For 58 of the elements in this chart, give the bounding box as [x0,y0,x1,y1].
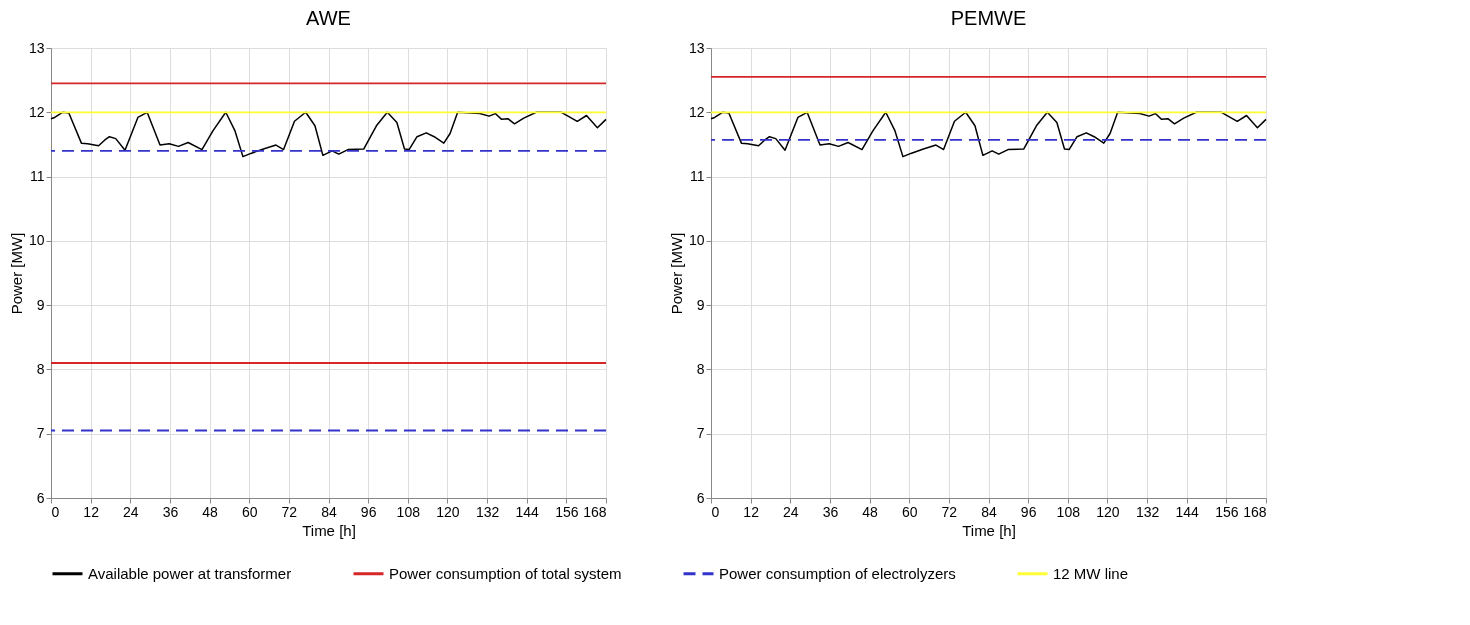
y-tick-label: 6 [36,489,45,506]
x-tick-label: 132 [475,503,500,520]
y-tick-label: 7 [696,425,705,442]
x-tick-label: 60 [901,503,918,520]
x-tick-label: 132 [1135,503,1160,520]
x-axis-title: Time [h] [302,521,356,539]
y-tick-label: 11 [689,168,705,185]
y-tick-label: 12 [28,103,45,120]
y-tick-label: 8 [696,360,705,377]
x-axis-title: Time [h] [962,521,1016,539]
x-tick-label: 0 [51,503,60,520]
x-tick-label: 48 [862,503,879,520]
x-tick-label: 12 [743,503,760,520]
x-tick-label: 156 [555,503,579,520]
x-tick-label: 12 [83,503,100,520]
x-tick-label: 36 [162,503,179,520]
x-tick-label: 84 [321,503,337,520]
x-tick-label: 168 [1243,503,1267,520]
legend-label: Power consumption of total system [389,564,622,582]
x-tick-label: 144 [1175,503,1200,520]
y-tick-label: 6 [696,489,705,506]
x-tick-label: 96 [360,503,377,520]
chart-title: AWE [306,7,351,29]
x-tick-label: 84 [981,503,997,520]
x-tick-label: 96 [1020,503,1037,520]
x-tick-label: 24 [783,503,799,520]
y-tick-label: 13 [28,39,45,56]
y-tick-label: 11 [29,168,45,185]
x-tick-label: 60 [241,503,258,520]
legend-label: 12 MW line [1053,564,1129,582]
y-tick-label: 8 [36,360,45,377]
x-tick-label: 72 [281,503,298,520]
x-tick-label: 0 [711,503,720,520]
y-axis-title: Power [MW] [667,232,685,315]
y-tick-label: 13 [688,39,705,56]
x-tick-label: 120 [436,503,460,520]
x-tick-label: 108 [396,503,421,520]
x-tick-label: 120 [1096,503,1120,520]
y-tick-label: 9 [36,296,45,313]
y-tick-label: 10 [28,232,45,249]
y-axis-title: Power [MW] [7,232,25,315]
x-tick-label: 144 [515,503,540,520]
chart-title: PEMWE [950,7,1027,29]
legend-label: Power consumption of electrolyzers [719,564,956,582]
y-tick-label: 12 [688,103,705,120]
y-tick-label: 9 [696,296,705,313]
x-tick-label: 48 [202,503,219,520]
x-tick-label: 156 [1215,503,1239,520]
line-series [710,111,1267,158]
x-tick-label: 36 [822,503,839,520]
x-tick-label: 108 [1056,503,1081,520]
x-tick-label: 168 [583,503,607,520]
y-tick-label: 7 [36,425,45,442]
y-tick-label: 10 [688,232,705,249]
line-series [50,111,607,158]
legend-label: Available power at transformer [88,564,292,582]
x-tick-label: 72 [941,503,958,520]
x-tick-label: 24 [123,503,139,520]
